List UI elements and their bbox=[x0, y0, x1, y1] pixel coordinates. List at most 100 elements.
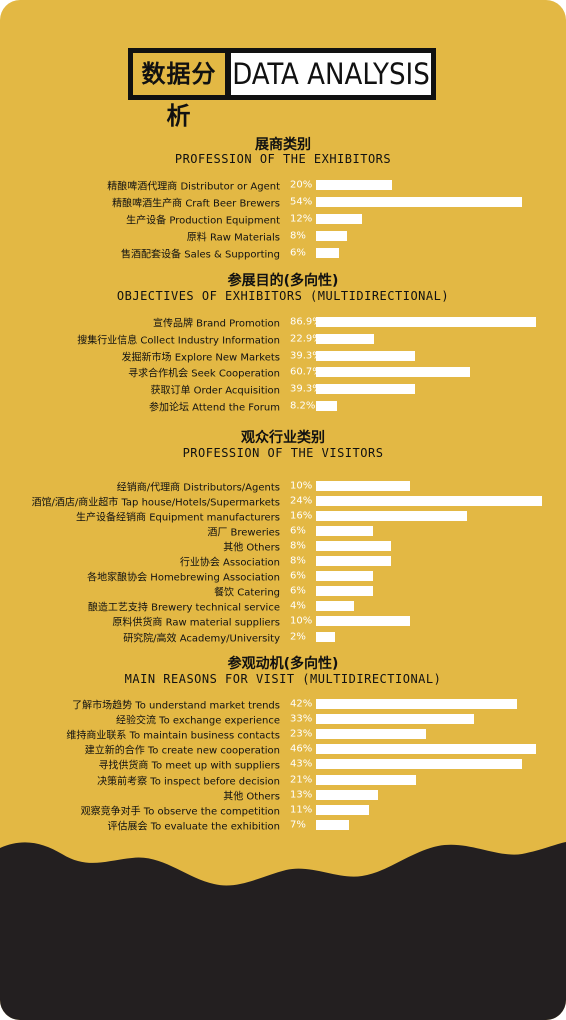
bar bbox=[316, 699, 517, 709]
category-label: 经销商/代理商 Distributors/Agents bbox=[116, 482, 280, 494]
bar bbox=[316, 631, 335, 642]
value-label: 24% bbox=[290, 495, 313, 507]
value-label: 6% bbox=[290, 570, 306, 582]
section-3-subtitle: PROFESSION OF THE VISITORS bbox=[182, 446, 384, 460]
value-label: 8% bbox=[290, 230, 306, 242]
bar bbox=[316, 526, 373, 537]
title-english: DATA ANALYSIS bbox=[231, 53, 431, 95]
category-label: 其他 Others bbox=[223, 542, 280, 554]
bar bbox=[316, 481, 411, 491]
bar bbox=[316, 248, 339, 258]
value-label: 20% bbox=[290, 179, 313, 191]
bar bbox=[316, 601, 354, 612]
bar bbox=[316, 819, 350, 830]
bar bbox=[316, 744, 536, 755]
bar bbox=[316, 556, 392, 567]
bar bbox=[316, 774, 417, 785]
value-label: 8.2% bbox=[290, 400, 316, 412]
category-label: 售酒配套设备 Sales & Supporting bbox=[121, 249, 280, 261]
bar bbox=[316, 197, 522, 207]
category-label: 评估展会 To evaluate the exhibition bbox=[107, 821, 280, 833]
bar bbox=[316, 350, 416, 361]
section-2-subtitle: OBJECTIVES OF EXHIBITORS (MULTIDIRECTION… bbox=[116, 289, 450, 303]
category-label: 寻找供货商 To meet up with suppliers bbox=[98, 760, 280, 772]
bar bbox=[316, 214, 362, 224]
category-label: 其他 Others bbox=[223, 791, 280, 803]
wave-shape bbox=[0, 842, 566, 1020]
category-label: 搜集行业信息 Collect Industry Information bbox=[77, 335, 280, 347]
bar bbox=[316, 180, 393, 190]
category-label: 宣传品牌 Brand Promotion bbox=[152, 318, 280, 330]
value-label: 10% bbox=[290, 480, 313, 492]
bar bbox=[316, 571, 373, 582]
category-label: 建立新的合作 To create new cooperation bbox=[84, 745, 280, 757]
bar bbox=[316, 384, 416, 395]
bar bbox=[316, 317, 536, 327]
category-label: 获取订单 Order Acquisition bbox=[150, 385, 280, 397]
value-label: 86.9% bbox=[290, 316, 322, 328]
value-label: 42% bbox=[290, 698, 313, 710]
category-label: 维持商业联系 To maintain business contacts bbox=[66, 730, 280, 742]
bar bbox=[316, 367, 470, 378]
bar bbox=[316, 586, 373, 597]
value-label: 6% bbox=[290, 525, 306, 537]
bar bbox=[316, 333, 374, 344]
value-label: 8% bbox=[290, 540, 306, 552]
category-label: 餐饮 Catering bbox=[214, 587, 280, 599]
bar bbox=[316, 729, 426, 740]
value-label: 33% bbox=[290, 713, 313, 725]
title-banner: 数据分析 DATA ANALYSIS bbox=[128, 48, 436, 130]
value-label: 7% bbox=[290, 819, 306, 831]
value-label: 13% bbox=[290, 789, 313, 801]
value-label: 60.7% bbox=[290, 366, 322, 378]
category-label: 了解市场趋势 To understand market trends bbox=[72, 700, 280, 712]
value-label: 11% bbox=[290, 804, 313, 816]
section-4-subtitle: MAIN REASONS FOR VISIT (MULTIDIRECTIONAL… bbox=[124, 672, 442, 686]
section-1-subtitle: PROFESSION OF THE EXHIBITORS bbox=[174, 152, 392, 166]
value-label: 16% bbox=[290, 510, 313, 522]
category-label: 原料 Raw Materials bbox=[186, 232, 280, 244]
bar bbox=[316, 789, 379, 800]
value-label: 6% bbox=[290, 585, 306, 597]
value-label: 54% bbox=[290, 196, 313, 208]
category-label: 原料供货商 Raw material suppliers bbox=[112, 617, 280, 629]
category-label: 酒馆/酒店/商业超市 Tap house/Hotels/Supermarkets bbox=[31, 497, 280, 509]
category-label: 精酿啤酒代理商 Distributor or Agent bbox=[107, 181, 280, 193]
category-label: 精酿啤酒生产商 Craft Beer Brewers bbox=[112, 198, 280, 210]
section-2-title: 参展目的(多向性) bbox=[227, 273, 339, 289]
category-label: 参加论坛 Attend the Forum bbox=[149, 402, 280, 414]
category-label: 决策前考察 To inspect before decision bbox=[97, 776, 280, 787]
category-label: 生产设备经销商 Equipment manufacturers bbox=[76, 512, 280, 524]
bar bbox=[316, 511, 467, 522]
bar bbox=[316, 231, 347, 241]
category-label: 观察竞争对手 To observe the competition bbox=[80, 806, 280, 818]
bar bbox=[316, 759, 522, 770]
category-label: 行业协会 Association bbox=[179, 557, 280, 569]
bar bbox=[316, 401, 337, 411]
value-label: 22.9% bbox=[290, 333, 322, 345]
category-label: 寻求合作机会 Seek Cooperation bbox=[128, 368, 280, 380]
section-4-title: 参观动机(多向性) bbox=[227, 656, 339, 672]
value-label: 46% bbox=[290, 743, 313, 755]
bar bbox=[316, 804, 369, 815]
value-label: 2% bbox=[290, 631, 306, 642]
value-label: 6% bbox=[290, 247, 306, 259]
value-label: 39.3% bbox=[290, 383, 322, 395]
category-label: 生产设备 Production Equipment bbox=[126, 215, 280, 227]
value-label: 12% bbox=[290, 213, 313, 225]
value-label: 39.3% bbox=[290, 350, 322, 362]
value-label: 21% bbox=[290, 774, 313, 785]
category-label: 研究院/高效 Academy/University bbox=[123, 633, 280, 644]
category-label: 酒厂 Breweries bbox=[207, 527, 280, 539]
category-label: 发掘新市场 Explore New Markets bbox=[121, 352, 280, 364]
value-label: 23% bbox=[290, 728, 313, 740]
bar bbox=[316, 541, 392, 552]
bar bbox=[316, 616, 411, 627]
category-label: 酿造工艺支持 Brewery technical service bbox=[87, 602, 280, 614]
value-label: 43% bbox=[290, 758, 313, 770]
value-label: 8% bbox=[290, 555, 306, 567]
section-3-title: 观众行业类别 bbox=[241, 430, 325, 446]
category-label: 经验交流 To exchange experience bbox=[115, 715, 280, 727]
